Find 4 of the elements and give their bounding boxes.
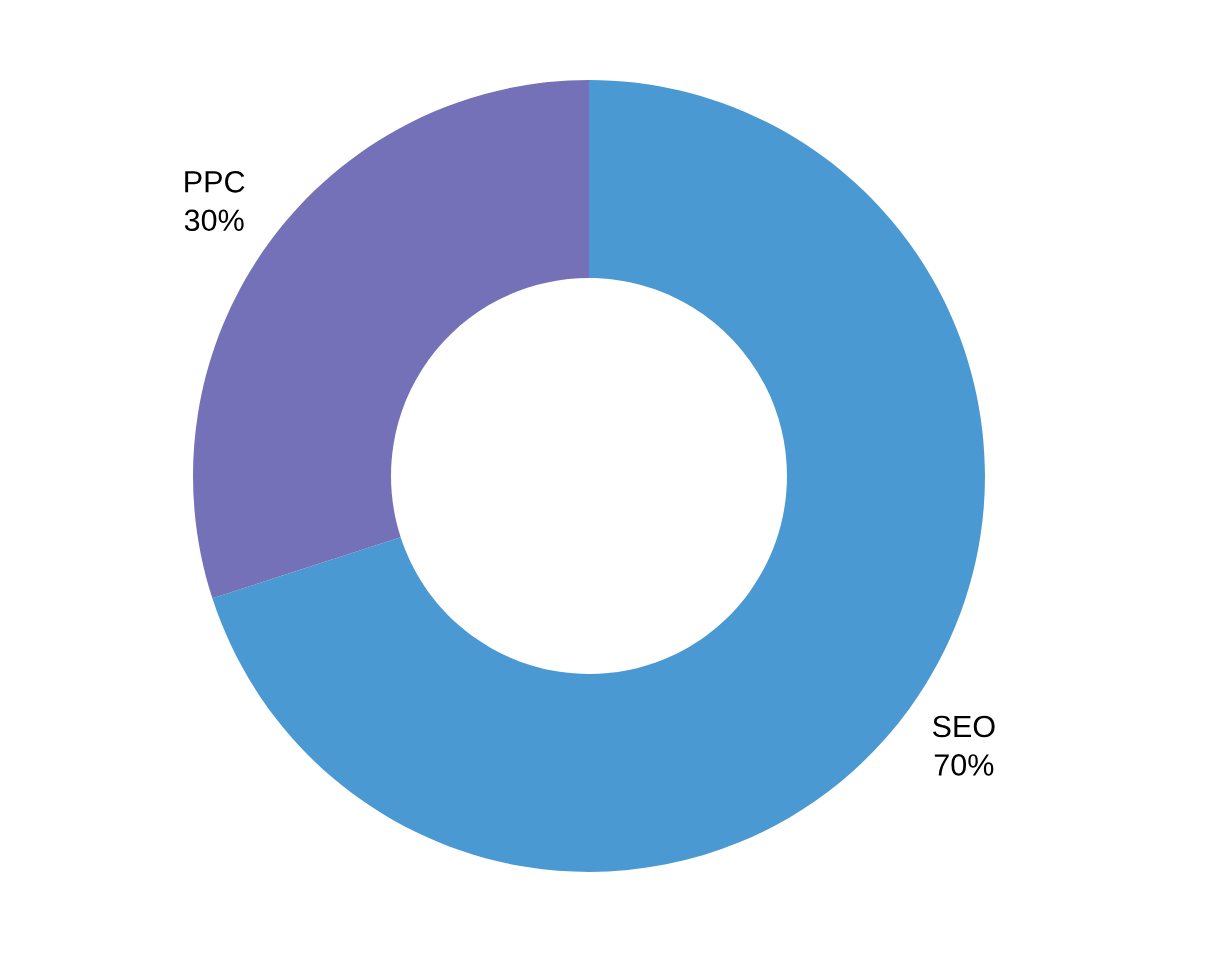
slice-label: SEO (932, 715, 995, 738)
data-label: 70% (934, 754, 994, 776)
data-label: 30% (184, 209, 244, 232)
slice-label: PPC (185, 171, 245, 193)
